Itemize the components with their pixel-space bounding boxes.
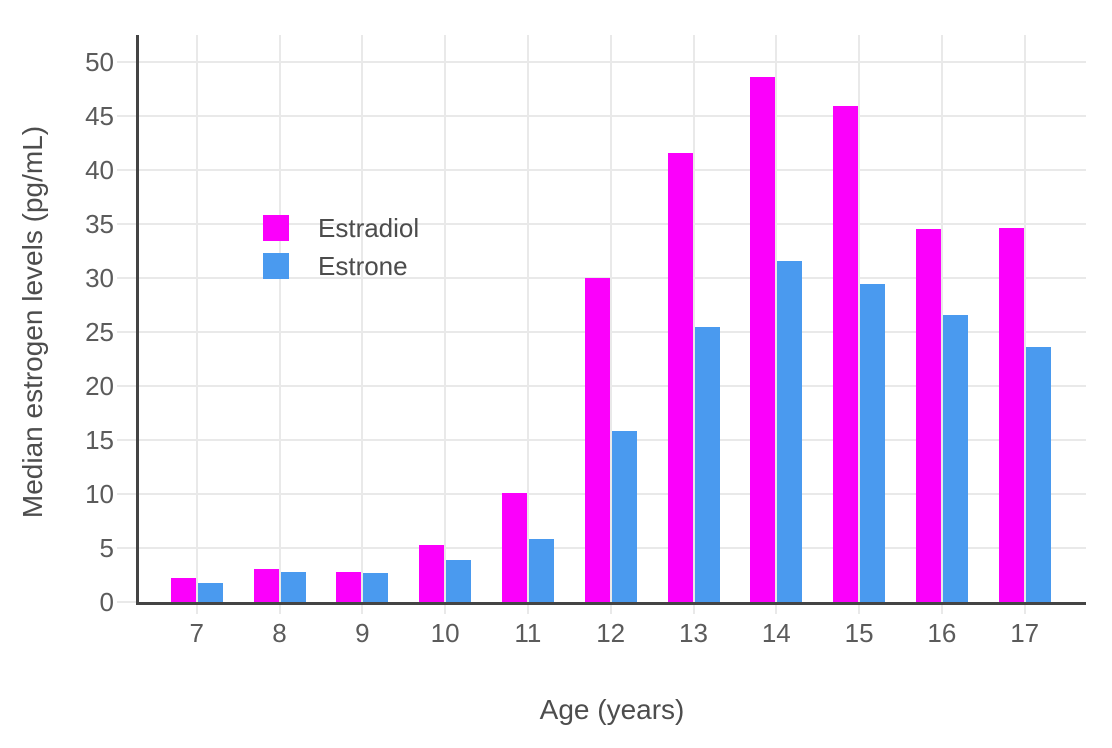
bar-estradiol-age-11[interactable] — [501, 492, 527, 602]
v-gridline-14 — [775, 35, 778, 602]
h-gridline-40 — [138, 169, 1086, 171]
v-gridline-10 — [444, 35, 447, 602]
x-tick-label-16: 16 — [927, 618, 957, 648]
y-tick-label-45: 45 — [85, 101, 114, 131]
bar-estradiol-age-12[interactable] — [584, 278, 610, 602]
y-tick-mark-5 — [117, 547, 137, 549]
legend-item-estrone[interactable]: Estrone — [263, 251, 419, 281]
y-tick-label-0: 0 — [99, 587, 114, 617]
bar-estrone-age-10[interactable] — [446, 559, 472, 602]
x-tick-mark-15 — [858, 604, 861, 614]
x-tick-mark-17 — [1023, 604, 1026, 614]
x-tick-mark-9 — [361, 604, 364, 614]
x-tick-mark-8 — [278, 604, 281, 614]
v-gridline-16 — [940, 35, 943, 602]
y-tick-mark-20 — [117, 385, 137, 387]
v-gridline-15 — [858, 35, 861, 602]
bar-estradiol-age-14[interactable] — [750, 77, 776, 602]
bar-estradiol-age-9[interactable] — [336, 571, 362, 602]
y-tick-mark-10 — [117, 493, 137, 495]
bar-estradiol-age-15[interactable] — [833, 106, 859, 602]
legend-label-estradiol: Estradiol — [318, 212, 420, 243]
v-gridline-8 — [278, 35, 281, 602]
x-tick-label-7: 7 — [189, 618, 204, 648]
estradiol-swatch-icon — [263, 215, 289, 241]
bar-estradiol-age-17[interactable] — [998, 228, 1024, 602]
y-tick-mark-15 — [117, 439, 137, 441]
x-tick-mark-10 — [444, 604, 447, 614]
y-tick-mark-50 — [117, 61, 137, 63]
y-tick-label-25: 25 — [85, 317, 114, 347]
legend-item-estradiol[interactable]: Estradiol — [263, 213, 419, 243]
h-gridline-45 — [138, 115, 1086, 117]
v-gridline-7 — [195, 35, 198, 602]
y-tick-mark-45 — [117, 115, 137, 117]
x-tick-mark-14 — [775, 604, 778, 614]
y-tick-mark-25 — [117, 331, 137, 333]
x-tick-label-17: 17 — [1010, 618, 1040, 648]
x-axis-title: Age (years) — [539, 694, 685, 725]
y-tick-mark-0 — [117, 601, 137, 603]
x-tick-label-15: 15 — [844, 618, 874, 648]
y-tick-mark-30 — [117, 277, 137, 279]
y-tick-label-5: 5 — [99, 533, 114, 563]
y-tick-label-20: 20 — [85, 371, 114, 401]
y-tick-mark-35 — [117, 223, 137, 225]
bar-estrone-age-13[interactable] — [694, 326, 720, 602]
plot-area — [138, 35, 1086, 602]
bar-estrone-age-7[interactable] — [197, 582, 223, 602]
x-tick-mark-12 — [609, 604, 612, 614]
bar-estrone-age-16[interactable] — [942, 314, 968, 602]
y-axis-line — [136, 35, 139, 605]
y-tick-label-35: 35 — [85, 209, 114, 239]
bar-estradiol-age-13[interactable] — [667, 152, 693, 602]
legend: Estradiol Estrone — [263, 213, 419, 289]
h-gridline-30 — [138, 277, 1086, 279]
x-tick-label-13: 13 — [679, 618, 708, 648]
x-axis-line — [136, 602, 1086, 605]
bar-estrone-age-12[interactable] — [611, 431, 637, 602]
x-tick-label-9: 9 — [355, 618, 370, 648]
h-gridline-50 — [138, 61, 1086, 63]
bar-estrone-age-8[interactable] — [280, 571, 306, 602]
v-gridline-13 — [692, 35, 695, 602]
y-tick-label-30: 30 — [85, 263, 114, 293]
y-tick-label-50: 50 — [85, 47, 114, 77]
v-gridline-11 — [526, 35, 529, 602]
v-gridline-12 — [609, 35, 612, 602]
v-gridline-17 — [1023, 35, 1026, 602]
x-tick-mark-16 — [940, 604, 943, 614]
bar-estrone-age-11[interactable] — [528, 539, 554, 602]
bar-estrone-age-17[interactable] — [1025, 347, 1051, 602]
x-tick-mark-7 — [195, 604, 198, 614]
x-tick-label-11: 11 — [514, 618, 542, 648]
y-tick-label-40: 40 — [85, 155, 114, 185]
y-tick-mark-40 — [117, 169, 137, 171]
h-gridline-25 — [138, 331, 1086, 333]
x-tick-mark-13 — [692, 604, 695, 614]
x-tick-label-12: 12 — [596, 618, 626, 648]
bar-estradiol-age-8[interactable] — [253, 568, 279, 602]
bar-estradiol-age-7[interactable] — [170, 578, 196, 602]
x-tick-mark-11 — [526, 604, 529, 614]
h-gridline-20 — [138, 385, 1086, 387]
y-tick-label-15: 15 — [85, 425, 114, 455]
x-tick-label-14: 14 — [761, 618, 791, 648]
x-tick-label-8: 8 — [272, 618, 287, 648]
bar-estrone-age-9[interactable] — [363, 572, 389, 602]
bar-estradiol-age-16[interactable] — [915, 229, 941, 602]
h-gridline-35 — [138, 223, 1086, 225]
y-tick-label-10: 10 — [85, 479, 114, 509]
bar-estrone-age-15[interactable] — [860, 284, 886, 602]
estrone-swatch-icon — [263, 253, 289, 279]
v-gridline-9 — [361, 35, 364, 602]
bar-estradiol-age-10[interactable] — [419, 544, 445, 602]
bar-estrone-age-14[interactable] — [777, 260, 803, 602]
legend-label-estrone: Estrone — [318, 250, 408, 281]
x-tick-label-10: 10 — [430, 618, 460, 648]
